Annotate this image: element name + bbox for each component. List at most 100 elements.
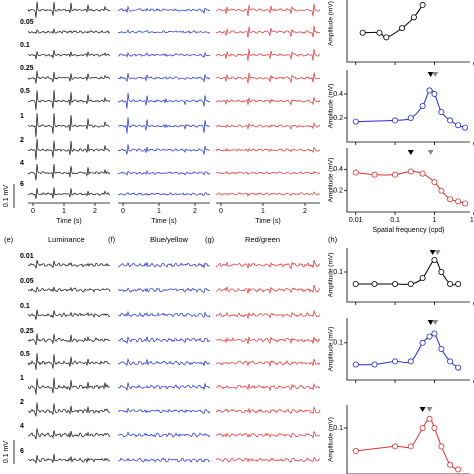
threshold-marker xyxy=(419,407,426,412)
row-label: 0.5 xyxy=(20,351,30,358)
row-label: 0.01 xyxy=(20,253,34,260)
point xyxy=(419,274,426,281)
row-label: 0.1 xyxy=(20,303,30,310)
scale-bar-label: 0.1 mV xyxy=(3,185,10,208)
x-axis-label: Spatial frequency (cpd) xyxy=(373,227,445,234)
trace xyxy=(215,191,321,197)
trace xyxy=(117,336,211,345)
point xyxy=(447,280,454,287)
point xyxy=(371,280,378,287)
row-label: 0.05 xyxy=(20,278,34,285)
point xyxy=(392,280,399,287)
y-tick-label: 0.2 xyxy=(333,115,343,122)
point xyxy=(462,124,469,131)
point xyxy=(371,361,378,368)
y-tick-label: 0.2 xyxy=(333,188,343,195)
trace xyxy=(27,353,111,370)
y-axis-label: Amplitude (mV) xyxy=(328,417,335,462)
point xyxy=(431,91,438,98)
row-label: 1 xyxy=(20,375,24,382)
row-label: 2 xyxy=(20,137,24,144)
trace xyxy=(215,122,321,131)
time-tick-label: 2 xyxy=(303,208,307,215)
row-label: 6 xyxy=(20,181,24,188)
trace xyxy=(27,260,111,269)
point xyxy=(407,280,414,287)
point xyxy=(455,122,462,129)
trace xyxy=(28,90,111,110)
time-label: Time (s) xyxy=(56,218,81,225)
row-label: 0.05 xyxy=(20,19,34,26)
trace xyxy=(117,117,211,134)
row-label: 0.1 xyxy=(20,42,30,49)
trace xyxy=(27,138,111,160)
y-axis-label: Amplitude (mV) xyxy=(328,327,335,372)
point xyxy=(426,415,433,422)
trace xyxy=(215,457,321,463)
point xyxy=(352,280,359,287)
y-axis-label: Amplitude (mV) xyxy=(328,1,335,46)
time-tick-label: 0 xyxy=(121,208,125,215)
threshold-marker xyxy=(434,250,441,255)
row-label: 4 xyxy=(20,423,24,430)
trace xyxy=(215,382,321,392)
threshold-marker xyxy=(427,320,434,325)
panel-label: (g) xyxy=(205,235,215,244)
point xyxy=(352,169,359,176)
y-tick-label: 0.4 xyxy=(333,91,343,98)
time-tick-label: 2 xyxy=(193,208,197,215)
trace xyxy=(215,3,321,17)
point xyxy=(407,358,414,365)
trace xyxy=(117,357,211,367)
trace xyxy=(27,309,111,320)
fit-line xyxy=(355,170,466,204)
panel-label: (e) xyxy=(4,235,14,244)
x-tick-label: 0.01 xyxy=(349,217,363,224)
panel-label: (f) xyxy=(108,235,116,244)
point xyxy=(419,103,426,110)
fit-line xyxy=(362,4,424,38)
point xyxy=(438,109,445,116)
plot-axes xyxy=(346,318,470,381)
point xyxy=(426,333,433,340)
point xyxy=(371,171,378,178)
trace xyxy=(215,284,321,295)
trace xyxy=(27,286,111,293)
scale-bar-label: 0.1 mV xyxy=(3,441,10,464)
point xyxy=(455,280,462,287)
point xyxy=(438,268,445,275)
point xyxy=(352,447,359,454)
plot-axes xyxy=(346,0,470,63)
column-title: Red/green xyxy=(245,235,280,244)
plot-axes xyxy=(346,248,470,303)
point xyxy=(431,424,438,431)
trace xyxy=(117,169,211,176)
point xyxy=(455,466,462,473)
point xyxy=(352,361,359,368)
trace xyxy=(215,48,321,61)
y-axis-label: Amplitude (mV) xyxy=(328,253,335,298)
point xyxy=(419,424,426,431)
plot-axes xyxy=(346,70,470,143)
threshold-marker xyxy=(427,72,434,77)
trace xyxy=(27,187,111,199)
point xyxy=(392,171,399,178)
point xyxy=(383,34,390,41)
trace xyxy=(118,261,211,269)
point xyxy=(447,196,454,203)
row-label: 6 xyxy=(20,448,24,455)
time-tick-label: 1 xyxy=(261,208,265,215)
trace xyxy=(117,457,211,463)
y-tick-label: 0.1 xyxy=(333,425,343,432)
fit-line xyxy=(355,332,459,369)
y-tick-label: 0.1 xyxy=(333,340,343,347)
trace xyxy=(117,51,211,59)
y-tick-label: 0.1 xyxy=(333,269,343,276)
point xyxy=(407,443,414,450)
threshold-marker xyxy=(407,150,414,155)
time-tick-label: 1 xyxy=(157,208,161,215)
point xyxy=(426,87,433,94)
column-title: Blue/yellow xyxy=(150,235,189,244)
trace xyxy=(215,406,321,415)
trace xyxy=(117,192,211,196)
